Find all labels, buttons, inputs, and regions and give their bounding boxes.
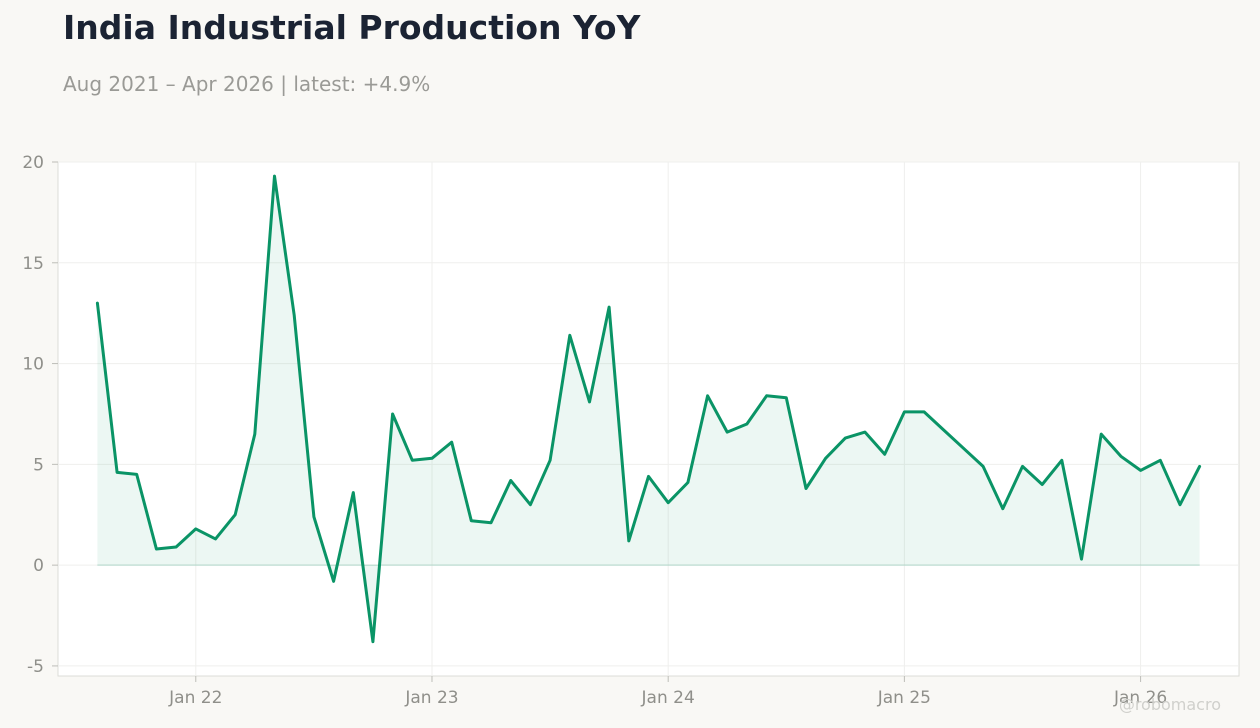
data-point <box>411 459 414 462</box>
data-point <box>96 301 99 305</box>
data-point <box>804 487 808 490</box>
data-point <box>607 305 611 309</box>
data-point <box>1119 455 1123 458</box>
data-point <box>1080 557 1083 561</box>
data-point <box>1159 459 1162 462</box>
data-point <box>273 174 276 178</box>
data-point <box>194 527 197 531</box>
y-tick-label: 0 <box>33 556 44 576</box>
data-point <box>588 400 591 404</box>
data-point <box>686 481 690 484</box>
y-tick-label: 5 <box>33 455 44 475</box>
data-point <box>391 412 394 416</box>
plot-area <box>57 161 1240 677</box>
data-point <box>548 459 552 462</box>
grid-lines <box>58 161 1239 676</box>
data-point <box>332 580 335 583</box>
data-point <box>1041 483 1044 486</box>
data-point <box>962 447 965 450</box>
data-point <box>785 396 788 399</box>
x-tick-label: Jan 25 <box>877 688 931 708</box>
data-point <box>1100 432 1103 436</box>
data-point <box>1060 459 1064 462</box>
x-tick-label: Jan 22 <box>168 688 222 708</box>
data-point <box>883 453 886 456</box>
data-point <box>1021 465 1024 468</box>
data-point <box>214 537 217 541</box>
data-point <box>1178 503 1182 506</box>
data-point <box>745 422 749 426</box>
data-point <box>647 475 650 478</box>
data-point <box>1198 465 1201 468</box>
data-point <box>371 640 375 643</box>
data-point <box>312 515 316 518</box>
data-point <box>922 410 926 414</box>
data-point <box>765 394 768 397</box>
data-point <box>489 521 493 524</box>
x-tick-label: Jan 26 <box>1113 688 1167 708</box>
data-point <box>903 410 906 414</box>
x-axis: Jan 22 Jan 23 Jan 24 Jan 25 Jan 26 <box>168 676 1167 708</box>
data-point <box>509 479 512 482</box>
data-point <box>253 432 256 436</box>
chart-title: India Industrial Production YoY <box>63 8 641 47</box>
data-point <box>1139 469 1142 472</box>
y-tick-label: 15 <box>22 254 44 274</box>
data-point <box>234 513 237 516</box>
data-point <box>470 519 473 522</box>
chart-subtitle: Aug 2021 – Apr 2026 | latest: +4.9% <box>63 72 431 96</box>
data-point <box>430 457 434 460</box>
area-fill <box>97 176 1200 642</box>
data-point <box>824 457 827 460</box>
watermark: @robomacro <box>1119 695 1221 714</box>
data-points <box>96 174 1201 643</box>
data-point <box>942 428 945 432</box>
data-point <box>293 314 296 317</box>
data-point <box>568 334 571 337</box>
data-point <box>529 503 532 506</box>
data-point <box>627 539 630 543</box>
data-point <box>726 430 729 434</box>
data-point <box>1001 507 1004 510</box>
data-point <box>863 430 867 434</box>
y-tick-label: 20 <box>22 153 44 173</box>
x-tick-label: Jan 24 <box>641 688 695 708</box>
y-tick-label: -5 <box>27 657 44 677</box>
data-point <box>981 465 985 468</box>
y-axis: -5 0 5 10 15 20 <box>22 153 58 677</box>
data-point <box>135 473 138 476</box>
data-point <box>450 441 453 444</box>
y-tick-label: 10 <box>22 355 44 375</box>
data-point <box>174 545 178 549</box>
data-point <box>352 491 355 494</box>
data-point <box>667 501 670 504</box>
data-point <box>155 547 158 551</box>
x-tick-label: Jan 23 <box>404 688 458 708</box>
data-point <box>115 471 119 474</box>
data-point <box>706 394 709 397</box>
data-point <box>844 436 847 440</box>
